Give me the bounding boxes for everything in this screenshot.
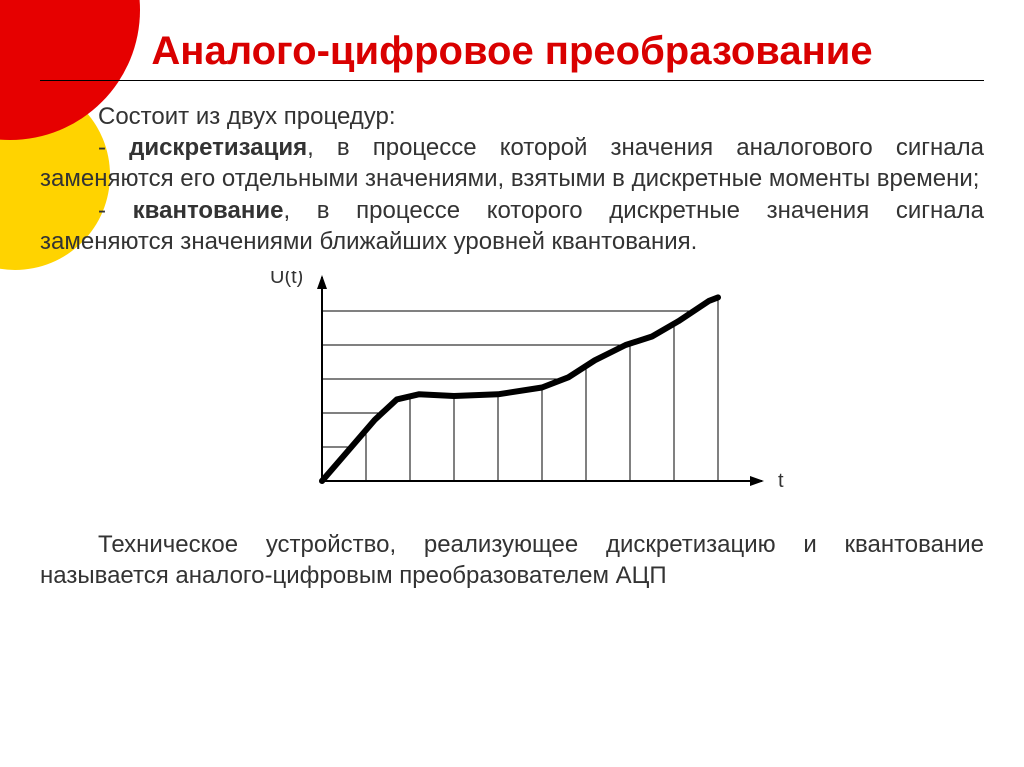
list-item-1: - дискретизация, в процессе которой знач… bbox=[40, 132, 984, 194]
item1-prefix: - bbox=[98, 134, 129, 161]
title-underline bbox=[40, 80, 984, 81]
footer-text: Техническое устройство, реализующее диск… bbox=[40, 529, 984, 591]
list-item-2: - квантование, в процессе которого дискр… bbox=[40, 195, 984, 257]
signal-chart: U(t) t bbox=[232, 271, 792, 511]
body-text: Состоит из двух процедур: - дискретизаци… bbox=[40, 101, 984, 591]
slide-content: Аналого-цифровое преобразование Состоит … bbox=[0, 0, 1024, 621]
slide-title: Аналого-цифровое преобразование bbox=[40, 28, 984, 74]
svg-text:U(t): U(t) bbox=[270, 271, 303, 288]
item2-prefix: - bbox=[98, 197, 133, 224]
item1-term: дискретизация bbox=[129, 134, 307, 161]
svg-text:t: t bbox=[778, 470, 784, 492]
intro-line: Состоит из двух процедур: bbox=[40, 101, 984, 132]
item2-term: квантование bbox=[133, 197, 284, 224]
signal-chart-svg: U(t) t bbox=[232, 271, 792, 511]
